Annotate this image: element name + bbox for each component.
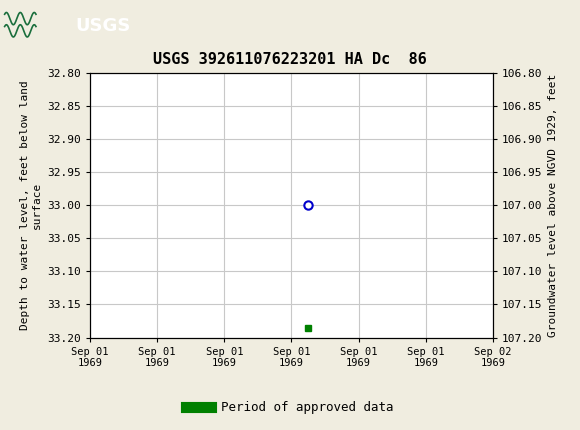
Y-axis label: Groundwater level above NGVD 1929, feet: Groundwater level above NGVD 1929, feet xyxy=(548,74,558,337)
Text: USGS 392611076223201 HA Dc  86: USGS 392611076223201 HA Dc 86 xyxy=(153,52,427,67)
Text: USGS: USGS xyxy=(75,17,130,35)
Y-axis label: Depth to water level, feet below land
surface: Depth to water level, feet below land su… xyxy=(20,80,42,330)
Legend: Period of approved data: Period of approved data xyxy=(181,396,399,419)
